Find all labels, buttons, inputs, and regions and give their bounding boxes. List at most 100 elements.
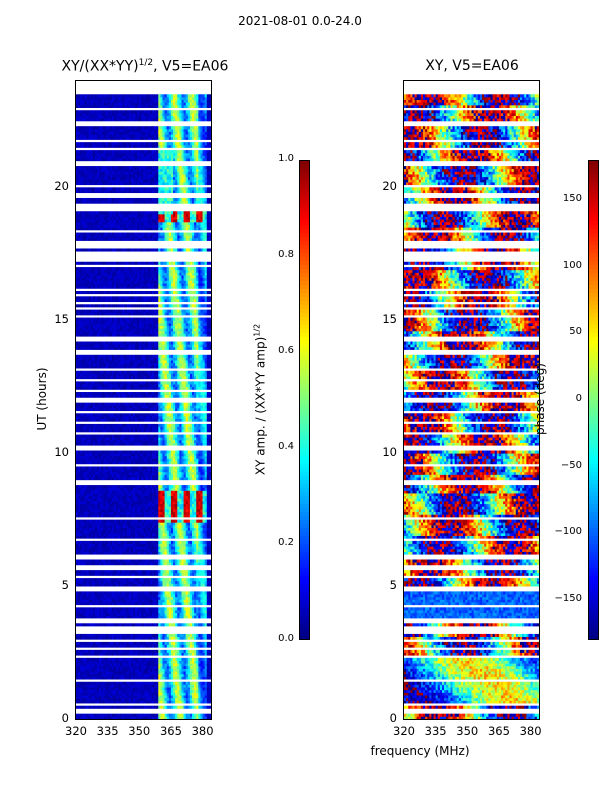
amp-cell — [183, 615, 187, 619]
amp-cell — [139, 610, 142, 614]
amp-cell — [86, 657, 90, 661]
amp-cell — [170, 665, 174, 669]
amp-cell — [208, 689, 211, 693]
amp-cell — [126, 660, 130, 664]
amp-cell — [124, 700, 128, 704]
amp-cell — [120, 700, 123, 704]
amp-cell — [99, 660, 102, 664]
amp-cell — [80, 668, 83, 672]
amp-cell — [177, 687, 180, 691]
amp-cell — [132, 612, 136, 616]
amp-cell — [202, 641, 206, 645]
amp-cell — [151, 663, 155, 667]
amp-cell — [90, 668, 94, 672]
amp-cell — [88, 684, 92, 688]
amp-cell — [78, 665, 81, 669]
amp-cell — [88, 660, 92, 664]
amp-cell — [76, 633, 79, 637]
amp-cell — [90, 676, 94, 680]
amp-cell — [76, 671, 79, 675]
amp-cell — [170, 671, 174, 675]
amp-cell — [192, 705, 195, 709]
amp-cell — [139, 652, 142, 656]
amp-cell — [168, 636, 172, 640]
amp-cell — [158, 697, 161, 701]
amp-cell — [181, 668, 184, 672]
amp-cell — [183, 716, 187, 719]
amp-cell — [128, 713, 132, 717]
amp-cell — [94, 612, 98, 616]
amp-cell — [90, 695, 94, 699]
amp-cell — [162, 692, 165, 696]
amp-cell — [198, 681, 201, 685]
amp-cell — [200, 663, 203, 667]
amp-cell — [162, 657, 165, 661]
amp-cell — [183, 652, 187, 656]
amp-cell — [189, 673, 193, 677]
amp-cell — [179, 610, 182, 614]
amp-cell — [187, 697, 191, 701]
amp-cell — [185, 700, 189, 704]
amp-cell — [111, 668, 115, 672]
amp-cell — [208, 461, 211, 465]
amp-cell — [94, 716, 98, 719]
amp-cell — [137, 684, 140, 688]
amp-cell — [130, 684, 134, 688]
amp-cell — [185, 697, 189, 701]
amp-cell — [97, 697, 100, 701]
amp-cell — [99, 610, 102, 614]
amp-cell — [145, 695, 149, 699]
amp-cell — [177, 705, 180, 709]
amp-cell — [135, 681, 138, 685]
amp-cell — [90, 612, 94, 616]
amp-cell — [97, 641, 100, 645]
amp-cell — [194, 665, 197, 669]
amp-cell — [175, 649, 178, 653]
amp-cell — [194, 668, 197, 672]
amp-cell — [107, 713, 111, 717]
amp-cell — [156, 705, 159, 709]
amp-cell — [103, 689, 106, 693]
amp-cell — [92, 671, 96, 675]
amp-cell — [166, 689, 170, 693]
amp-cell — [105, 673, 109, 677]
amp-cell — [116, 687, 119, 691]
amp-cell — [126, 644, 130, 648]
amp-cell — [162, 633, 165, 637]
amp-cell — [206, 671, 210, 675]
amp-cell — [143, 671, 147, 675]
amp-cell — [187, 687, 191, 691]
amp-cell — [147, 692, 151, 696]
amp-cell — [181, 644, 184, 648]
amp-cell — [200, 692, 203, 696]
amp-cell — [126, 676, 130, 680]
amp-cell — [175, 623, 178, 627]
amp-cell — [101, 673, 104, 677]
amp-cell — [124, 623, 128, 627]
amp-cell — [82, 615, 85, 619]
amp-cell — [124, 636, 128, 640]
amp-cell — [137, 663, 140, 667]
amp-cell — [192, 695, 195, 699]
amp-cell — [86, 695, 90, 699]
amp-cell — [82, 716, 85, 719]
amp-cell — [101, 681, 104, 685]
amp-cell — [196, 689, 199, 693]
amp-cell — [160, 660, 163, 664]
amp-cell — [170, 610, 174, 614]
amp-cell — [160, 689, 163, 693]
amp-cell — [168, 665, 172, 669]
amp-cell — [200, 612, 203, 616]
amp-cell — [181, 623, 184, 627]
amp-cell — [187, 705, 191, 709]
amp-cell — [202, 636, 206, 640]
amp-cell — [105, 633, 109, 637]
amp-cell — [109, 602, 113, 606]
amp-cell — [141, 615, 144, 619]
amp-cell — [175, 687, 178, 691]
amp-cell — [105, 602, 109, 606]
amp-cell — [187, 649, 191, 653]
amp-cell — [80, 649, 83, 653]
amp-title-tail: , V5=EA06 — [153, 59, 228, 75]
amp-cell — [198, 649, 201, 653]
